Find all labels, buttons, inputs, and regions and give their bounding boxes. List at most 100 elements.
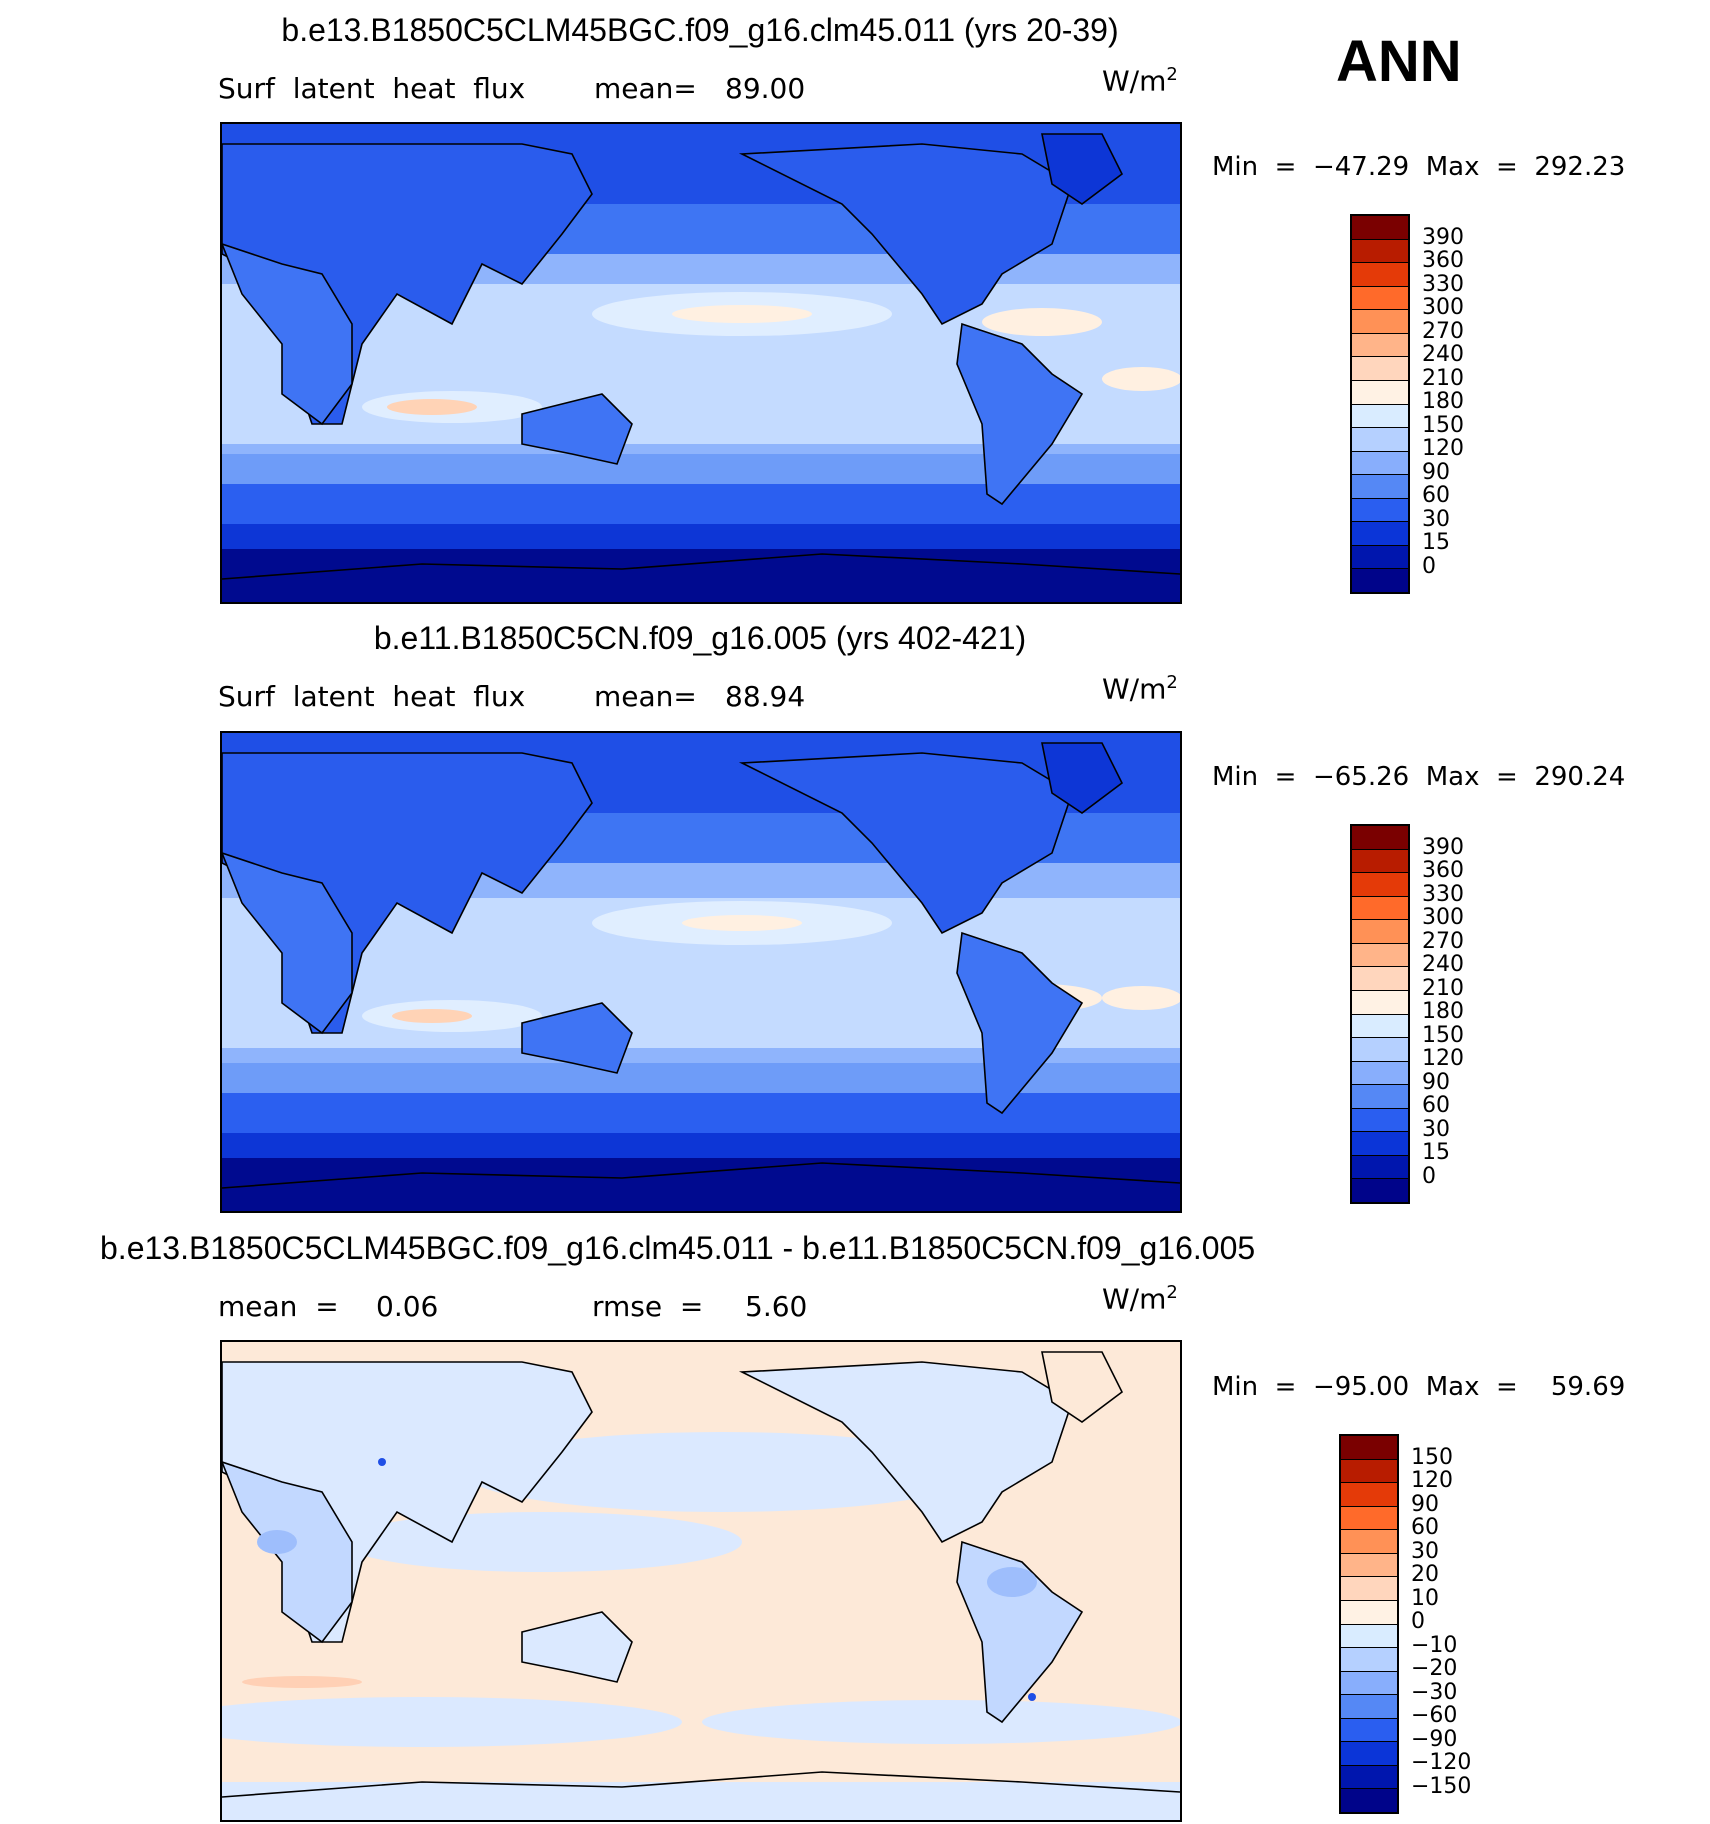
colorbar-swatch — [1352, 403, 1408, 428]
colorbar-swatch — [1352, 216, 1408, 239]
colorbar-tick-label: 360 — [1422, 858, 1464, 883]
colorbar-swatch — [1341, 1458, 1397, 1483]
colorbar-tick-label: 360 — [1422, 248, 1464, 273]
colorbar-swatch — [1341, 1576, 1397, 1600]
colorbar-swatch — [1352, 285, 1408, 310]
colorbar-tick-label: 270 — [1422, 318, 1464, 344]
colorbar-tick-label: 120 — [1411, 1468, 1453, 1493]
colorbar-tick-label: 150 — [1422, 1022, 1464, 1048]
colorbar-tick-label: 15 — [1422, 1140, 1450, 1165]
units-exponent: 2 — [1166, 64, 1178, 85]
colorbar-tick-label: 390 — [1422, 834, 1464, 860]
colorbar-swatch — [1341, 1482, 1397, 1506]
panel-3-map-field — [222, 1342, 1180, 1820]
colorbar-tick-label: 0 — [1422, 1163, 1436, 1189]
panel-2-colorbar — [1350, 824, 1410, 1204]
colorbar-swatch — [1352, 238, 1408, 263]
colorbar-tick-label: 30 — [1411, 1538, 1439, 1564]
colorbar-tick-label: 210 — [1422, 365, 1464, 391]
panel-1-map — [220, 122, 1182, 604]
colorbar-tick-label: 240 — [1422, 952, 1464, 977]
colorbar-tick-label: −20 — [1411, 1656, 1458, 1681]
colorbar-tick-label: 180 — [1422, 999, 1464, 1024]
units-text: W/m — [1102, 1282, 1167, 1316]
panel-2-units: W/m2 — [1102, 672, 1178, 705]
panel-1-colorbar — [1350, 214, 1410, 594]
colorbar-swatch — [1341, 1764, 1397, 1789]
colorbar-swatch — [1341, 1788, 1397, 1812]
colorbar-swatch — [1352, 332, 1408, 357]
panel-2-map-field — [222, 733, 1180, 1211]
panel-2-title: b.e11.B1850C5CN.f09_g16.005 (yrs 402-421… — [373, 620, 1027, 656]
colorbar-tick-label: 30 — [1422, 506, 1450, 532]
colorbar-swatch — [1352, 1084, 1408, 1108]
colorbar-tick-label: 30 — [1422, 1116, 1450, 1142]
colorbar-swatch — [1341, 1623, 1397, 1648]
colorbar-swatch — [1341, 1717, 1397, 1742]
colorbar-swatch — [1341, 1436, 1397, 1459]
colorbar-swatch — [1341, 1529, 1397, 1553]
colorbar-tick-label: 20 — [1411, 1562, 1439, 1587]
panel-3-units: W/m2 — [1102, 1282, 1178, 1315]
colorbar-tick-label: 0 — [1422, 553, 1436, 579]
season-label: ANN — [1336, 29, 1462, 94]
colorbar-tick-label: −90 — [1411, 1726, 1458, 1752]
panel-3-min-max: Min = −95.00 Max = 59.69 — [1212, 1372, 1626, 1402]
colorbar-tick-label: 240 — [1422, 342, 1464, 367]
colorbar-swatch — [1352, 1060, 1408, 1085]
colorbar-tick-label: 90 — [1411, 1491, 1439, 1517]
panel-1-title: b.e13.B1850C5CLM45BGC.f09_g16.clm45.011 … — [281, 12, 1119, 48]
colorbar-tick-label: 210 — [1422, 975, 1464, 1001]
panel-3-title: b.e13.B1850C5CLM45BGC.f09_g16.clm45.011 … — [100, 1230, 1256, 1266]
colorbar-tick-label: 180 — [1422, 389, 1464, 414]
colorbar-swatch — [1352, 826, 1408, 849]
colorbar-swatch — [1352, 895, 1408, 920]
panel-2-variable-label: Surf latent heat flux — [218, 680, 526, 713]
colorbar-swatch — [1341, 1670, 1397, 1695]
colorbar-tick-label: −150 — [1411, 1773, 1472, 1799]
colorbar-tick-label: 120 — [1422, 436, 1464, 461]
colorbar-swatch — [1352, 309, 1408, 333]
colorbar-tick-label: 60 — [1422, 483, 1450, 508]
panel-2-mean-value: 88.94 — [725, 680, 806, 713]
colorbar-swatch — [1352, 1131, 1408, 1155]
panel-3-colorbar — [1339, 1434, 1399, 1814]
panel-1-mean-value: 89.00 — [725, 72, 806, 105]
colorbar-swatch — [1352, 919, 1408, 943]
colorbar-swatch — [1341, 1552, 1397, 1577]
colorbar-tick-label: −120 — [1411, 1750, 1472, 1775]
colorbar-swatch — [1352, 1013, 1408, 1038]
colorbar-swatch — [1341, 1599, 1397, 1624]
colorbar-swatch — [1352, 262, 1408, 286]
colorbar-swatch — [1352, 989, 1408, 1014]
colorbar-swatch — [1352, 848, 1408, 873]
panel-2-min-max: Min = −65.26 Max = 290.24 — [1212, 762, 1626, 792]
colorbar-swatch — [1352, 1037, 1408, 1061]
colorbar-swatch — [1341, 1647, 1397, 1671]
panel-3-mean-label: mean = — [218, 1290, 339, 1323]
colorbar-swatch — [1352, 872, 1408, 896]
units-exponent: 2 — [1166, 1282, 1178, 1303]
colorbar-swatch — [1352, 474, 1408, 498]
panel-1-min-max: Min = −47.29 Max = 292.23 — [1212, 152, 1626, 182]
colorbar-swatch — [1352, 450, 1408, 475]
colorbar-tick-label: −60 — [1411, 1703, 1458, 1728]
colorbar-tick-label: 90 — [1422, 1069, 1450, 1095]
colorbar-swatch — [1352, 497, 1408, 522]
colorbar-swatch — [1352, 427, 1408, 451]
colorbar-tick-label: 390 — [1422, 224, 1464, 250]
colorbar-swatch — [1352, 379, 1408, 404]
panel-1-units: W/m2 — [1102, 64, 1178, 97]
colorbar-swatch — [1352, 942, 1408, 967]
panel-2-mean-label: mean= — [594, 680, 697, 713]
colorbar-tick-label: 15 — [1422, 530, 1450, 555]
colorbar-swatch — [1352, 1154, 1408, 1179]
colorbar-tick-label: −30 — [1411, 1679, 1458, 1705]
colorbar-tick-label: 120 — [1422, 1046, 1464, 1071]
colorbar-swatch — [1352, 544, 1408, 569]
panel-1-mean-label: mean= — [594, 72, 697, 105]
units-text: W/m — [1102, 672, 1167, 706]
colorbar-tick-label: 270 — [1422, 928, 1464, 954]
panel-1-variable-label: Surf latent heat flux — [218, 72, 526, 105]
colorbar-tick-label: −10 — [1411, 1632, 1458, 1658]
